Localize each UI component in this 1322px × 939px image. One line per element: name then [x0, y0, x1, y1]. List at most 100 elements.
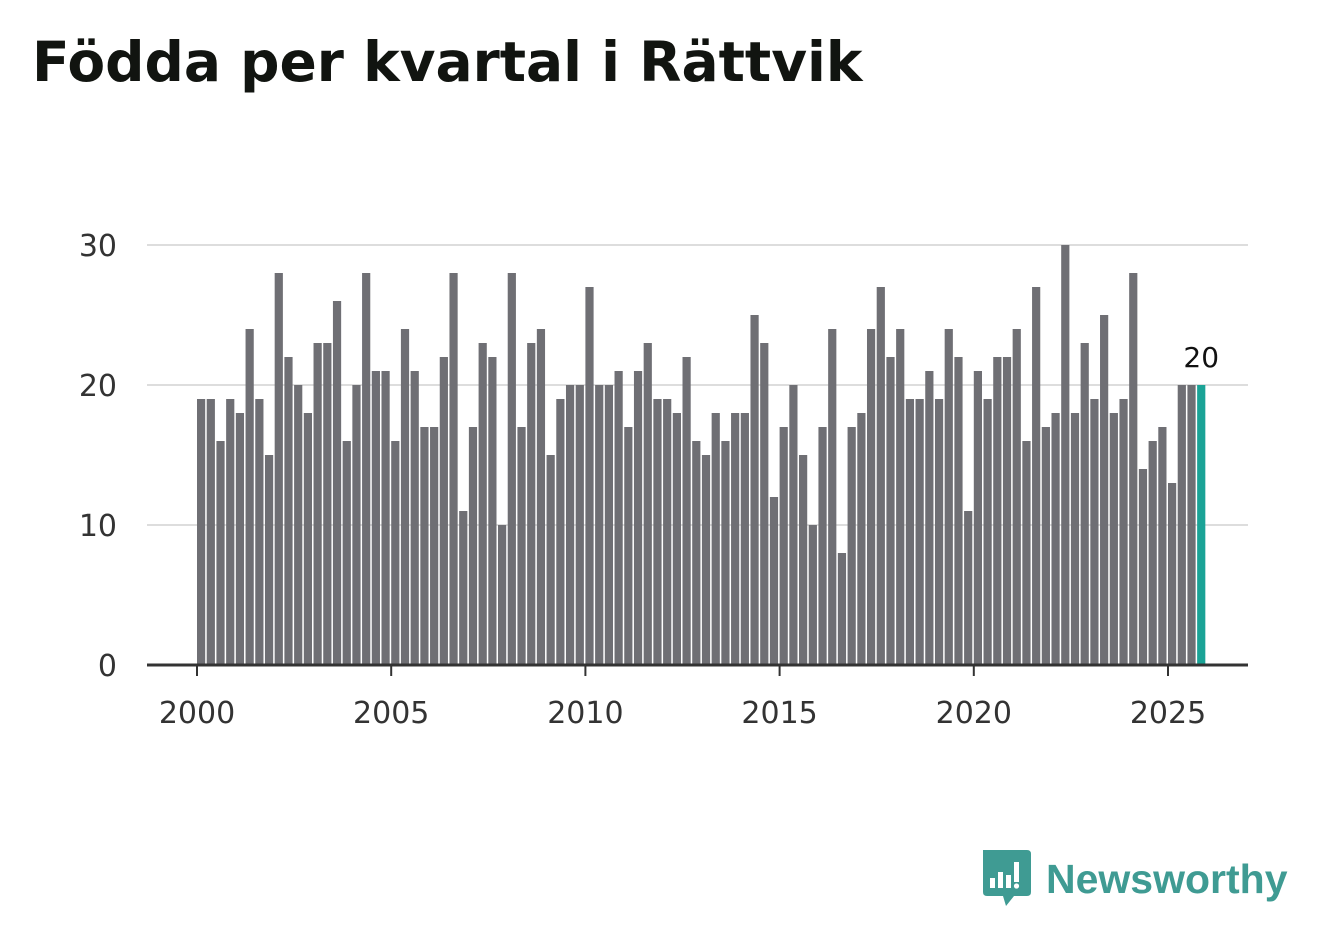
bar-2008-Q2 [517, 427, 526, 665]
bar-2014-Q2 [750, 315, 759, 665]
bar-2011-Q1 [624, 427, 633, 665]
bar-2014-Q3 [760, 343, 769, 665]
bar-2000-Q2 [206, 399, 215, 665]
bar-2006-Q2 [439, 357, 448, 665]
bar-2005-Q1 [391, 441, 400, 665]
bar-2020-Q4 [1002, 357, 1012, 665]
bar-2019-Q4 [964, 511, 973, 665]
bar-2020-Q1 [973, 371, 982, 665]
bar-2024-Q1 [1129, 273, 1138, 665]
bar-2022-Q3 [1070, 413, 1080, 665]
bar-2021-Q1 [1012, 329, 1021, 665]
bar-2013-Q3 [721, 441, 730, 665]
bar-2006-Q3 [449, 273, 458, 665]
bar-2008-Q3 [527, 343, 536, 665]
bar-2011-Q3 [643, 343, 652, 665]
x-tick-label-2015: 2015 [741, 696, 817, 731]
bar-2000-Q3 [216, 441, 225, 665]
bar-2018-Q2 [905, 399, 915, 665]
bar-2007-Q4 [498, 525, 507, 665]
bar-2019-Q1 [934, 399, 944, 665]
bar-2009-Q3 [565, 385, 575, 665]
bar-2013-Q4 [731, 413, 740, 665]
bar-2003-Q1 [313, 343, 322, 665]
bar-2005-Q2 [400, 329, 410, 665]
bar-2023-Q2 [1100, 315, 1109, 665]
bar-2010-Q1 [585, 287, 594, 665]
bar-2001-Q2 [245, 329, 254, 665]
bar-2011-Q4 [653, 399, 662, 665]
bar-2018-Q1 [896, 329, 905, 665]
bar-2003-Q3 [332, 301, 342, 665]
brand-name: Newsworthy [1046, 855, 1288, 902]
bar-2012-Q1 [663, 399, 672, 665]
bar-2024-Q2 [1138, 469, 1148, 665]
bar-2024-Q3 [1148, 441, 1157, 665]
bar-2001-Q4 [264, 455, 274, 665]
bar-2002-Q4 [303, 413, 313, 665]
bar-2012-Q2 [672, 413, 681, 665]
bar-2015-Q2 [789, 385, 798, 665]
bar-2015-Q3 [799, 455, 808, 665]
bar-2008-Q4 [536, 329, 546, 665]
bar-2016-Q4 [847, 427, 856, 665]
labels: 0 10 20 30 2000 2005 2010 2015 2020 2025 20 [79, 229, 1219, 731]
bar-2004-Q1 [352, 385, 361, 665]
bar-2022-Q4 [1080, 343, 1089, 665]
bar-2022-Q2 [1061, 245, 1070, 665]
bar-2007-Q1 [468, 427, 478, 665]
bar-2002-Q1 [274, 273, 283, 665]
bar-2006-Q4 [459, 511, 468, 665]
bar-2004-Q3 [371, 371, 380, 665]
bar-2010-Q2 [595, 385, 604, 665]
x-tick-label-2010: 2010 [547, 696, 623, 731]
bar-2007-Q2 [478, 343, 487, 665]
bar-2001-Q1 [235, 413, 245, 665]
bar-2000-Q1 [197, 399, 206, 665]
bar-2008-Q1 [507, 273, 516, 665]
bar-2001-Q3 [255, 399, 264, 665]
bar-2025-Q2 [1177, 385, 1186, 665]
bar-2011-Q2 [633, 371, 643, 665]
bar-2003-Q4 [342, 441, 351, 665]
bar-2004-Q4 [381, 371, 390, 665]
bar-2018-Q4 [925, 371, 934, 665]
bar-2010-Q3 [604, 385, 614, 665]
y-tick-label-10: 10 [79, 509, 117, 544]
bar-2018-Q3 [915, 399, 924, 665]
bar-2015-Q1 [779, 427, 788, 665]
bar-2007-Q3 [488, 357, 497, 665]
bar-2002-Q2 [284, 357, 293, 665]
bar-2013-Q2 [711, 413, 720, 665]
x-tick-label-2005: 2005 [353, 696, 429, 731]
bar-2016-Q1 [818, 427, 827, 665]
bar-2005-Q3 [410, 371, 419, 665]
bar-2022-Q1 [1051, 413, 1060, 665]
axes [147, 663, 1248, 676]
bar-2012-Q3 [682, 357, 691, 665]
bar-2004-Q2 [362, 273, 371, 665]
bar-2012-Q4 [692, 441, 701, 665]
bar-2017-Q4 [886, 357, 895, 665]
bar-2025-Q3 [1187, 385, 1196, 665]
bar-2015-Q4 [808, 525, 817, 665]
y-tick-label-0: 0 [98, 649, 117, 684]
bar-2013-Q1 [701, 455, 711, 665]
bar-2000-Q4 [226, 399, 235, 665]
bar-2002-Q3 [294, 385, 303, 665]
bar-2017-Q3 [876, 287, 885, 665]
bar-2021-Q3 [1032, 287, 1041, 665]
bar-2021-Q2 [1022, 441, 1031, 665]
bar-2016-Q3 [837, 553, 847, 665]
x-tick-label-2020: 2020 [936, 696, 1012, 731]
bar-2014-Q4 [769, 497, 779, 665]
bar-2023-Q3 [1109, 413, 1118, 665]
bar-2025-Q4 [1197, 385, 1206, 665]
bar-2014-Q1 [740, 413, 749, 665]
brand-logo: Newsworthy [980, 848, 1288, 910]
bar-2023-Q4 [1119, 399, 1128, 665]
bars [197, 245, 1206, 665]
chart-title: Födda per kvartal i Rättvik [32, 30, 863, 94]
bar-2005-Q4 [420, 427, 429, 665]
